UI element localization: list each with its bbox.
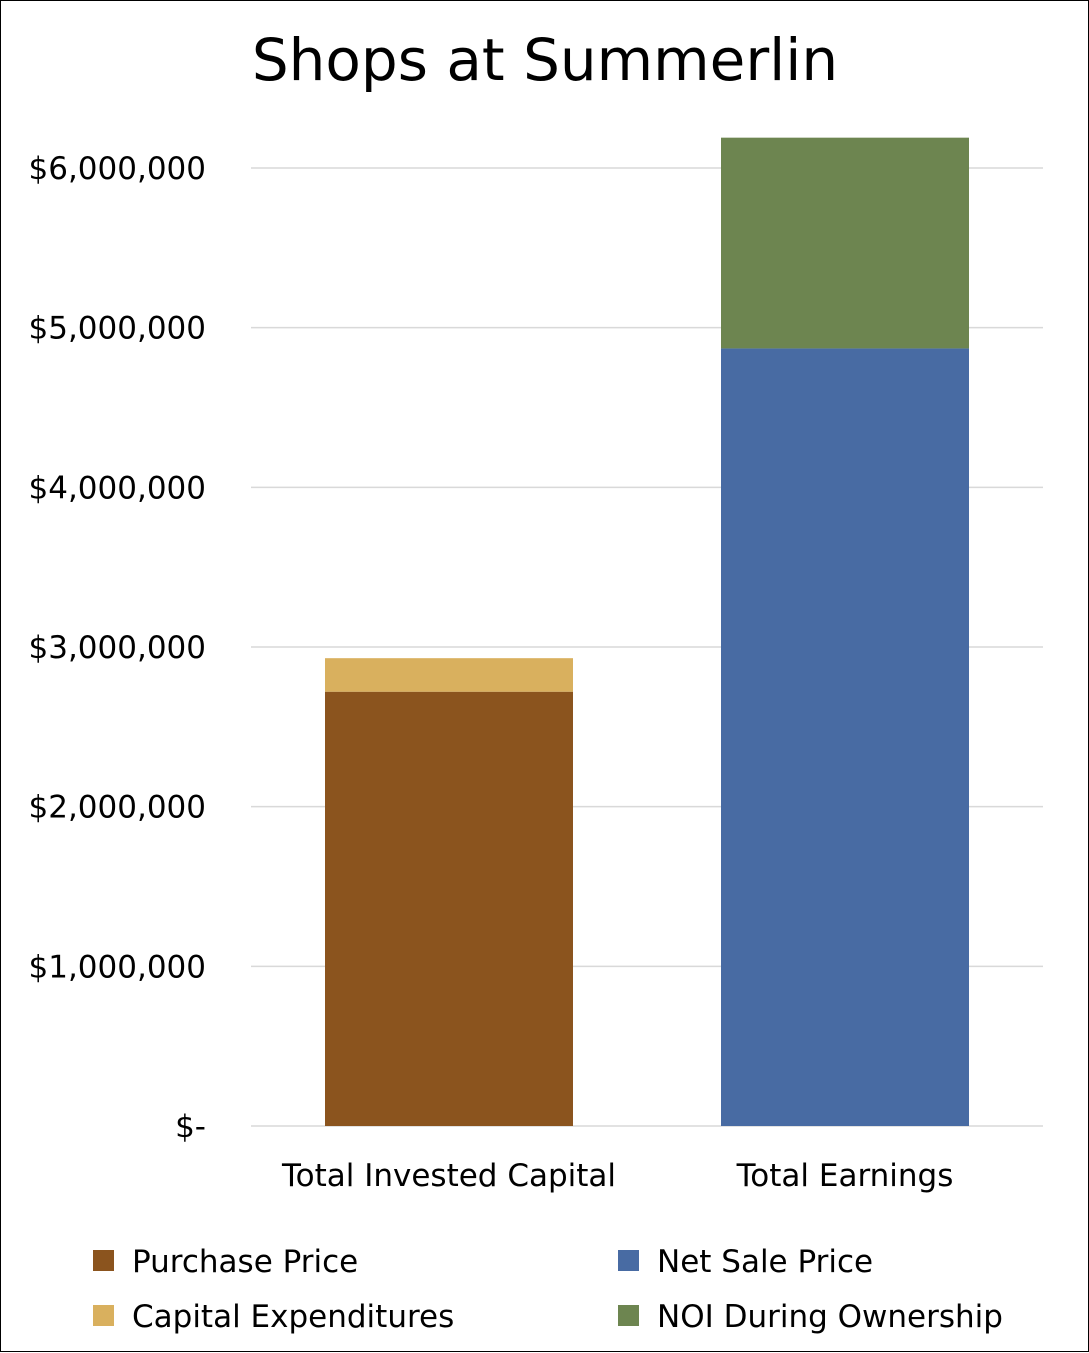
bar-segment [325,658,573,692]
legend-label: Purchase Price [132,1244,358,1280]
bar-segment [325,691,573,1126]
y-tick-label: $4,000,000 [29,470,207,506]
legend-label: Capital Expenditures [132,1299,454,1335]
legend-swatch [618,1250,639,1271]
legend-label: NOI During Ownership [657,1299,1003,1335]
bar-segment [721,348,969,1126]
legend-swatch [618,1305,639,1326]
y-tick-label: $- [175,1109,206,1145]
legend: Purchase Price Capital Expenditures Net Sa… [93,1244,1003,1335]
x-category-label: Total Invested Capital [281,1158,616,1194]
legend-label: Net Sale Price [657,1244,873,1280]
y-tick-label: $3,000,000 [29,630,207,666]
legend-swatch [93,1250,114,1271]
x-category-label: Total Earnings [736,1158,954,1194]
y-tick-label: $1,000,000 [29,949,207,985]
legend-swatch [93,1305,114,1326]
bars [325,137,969,1126]
chart-title: Shops at Summerlin [252,26,838,94]
bar-segment [721,137,969,349]
x-axis-category-labels: Total Invested Capital Total Earnings [281,1158,953,1194]
y-tick-label: $5,000,000 [29,311,207,347]
y-tick-label: $6,000,000 [29,151,207,187]
y-axis-tick-labels: $- $1,000,000 $2,000,000 $3,000,000 $4,000,0… [29,151,207,1145]
y-tick-label: $2,000,000 [29,790,207,826]
